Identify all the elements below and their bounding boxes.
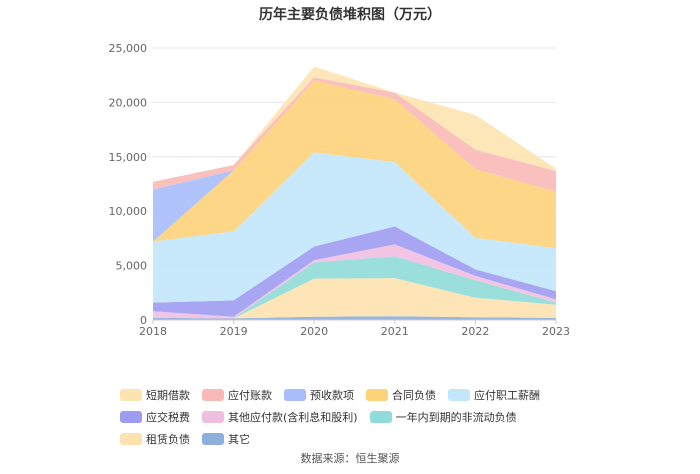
legend-swatch <box>120 411 142 423</box>
series-area <box>153 152 556 303</box>
x-tick-label: 2022 <box>461 325 489 338</box>
legend-swatch <box>202 389 224 401</box>
series-area <box>153 80 556 249</box>
x-tick-label: 2019 <box>220 325 248 338</box>
series-area <box>153 256 556 319</box>
legend-item[interactable]: 其他应付款(含利息和股利) <box>202 410 358 424</box>
legend-item[interactable]: 租赁负债 <box>120 432 190 446</box>
legend-swatch <box>120 433 142 445</box>
legend-label: 应付账款 <box>228 389 272 402</box>
series-area <box>153 66 556 182</box>
y-tick-label: 25,000 <box>109 42 148 55</box>
legend-swatch <box>448 389 470 401</box>
x-tick-label: 2021 <box>381 325 409 338</box>
legend-label: 其他应付款(含利息和股利) <box>228 411 358 424</box>
legend-item[interactable]: 应交税费 <box>120 410 190 424</box>
legend-swatch <box>284 389 306 401</box>
legend-label: 一年内到期的非流动负债 <box>395 411 517 424</box>
legend-item[interactable]: 一年内到期的非流动负债 <box>369 410 517 424</box>
series-area <box>153 226 556 317</box>
legend-label: 预收款项 <box>310 389 354 402</box>
y-tick-label: 15,000 <box>109 151 148 164</box>
legend-swatch <box>202 411 224 423</box>
legend-label: 合同负债 <box>392 389 436 402</box>
x-tick-label: 2023 <box>542 325 570 338</box>
y-tick-label: 20,000 <box>109 96 148 109</box>
legend-item[interactable]: 合同负债 <box>366 388 436 402</box>
legend-item[interactable]: 应付职工薪酬 <box>448 388 540 402</box>
x-tick-label: 2020 <box>300 325 328 338</box>
x-tick-label: 2018 <box>139 325 167 338</box>
data-source: 数据来源：恒生聚源 <box>300 452 400 465</box>
legend-item[interactable]: 应付账款 <box>202 388 272 402</box>
legend-item[interactable]: 短期借款 <box>120 388 190 402</box>
legend-swatch <box>369 411 392 423</box>
legend-label: 短期借款 <box>146 389 190 402</box>
y-tick-label: 5,000 <box>116 260 148 273</box>
legend-item[interactable]: 其它 <box>202 432 250 446</box>
y-tick-label: 0 <box>140 314 147 327</box>
legend-swatch <box>120 389 142 401</box>
series-area <box>153 244 556 319</box>
y-tick-label: 10,000 <box>109 205 148 218</box>
series-area <box>153 316 556 320</box>
legend-label: 其它 <box>228 433 250 446</box>
legend-label: 应交税费 <box>146 411 190 424</box>
legend-item[interactable]: 预收款项 <box>284 388 354 402</box>
legend-swatch <box>202 433 224 445</box>
legend-label: 应付职工薪酬 <box>474 389 540 402</box>
series-area <box>153 278 556 319</box>
chart-title: 历年主要负债堆积图（万元） <box>259 7 441 23</box>
area-chart: 0 5,000 10,000 15,000 20,000 25,000 2018 2019 20… <box>109 42 571 338</box>
legend-swatch <box>366 389 388 401</box>
series-area <box>153 77 556 192</box>
chart-legend: 短期借款 应付账款 预收款项 合同负债 应付职工薪酬应交税费 其他应付款(含利息和股利) 一… <box>120 388 590 454</box>
legend-label: 租赁负债 <box>146 433 190 446</box>
